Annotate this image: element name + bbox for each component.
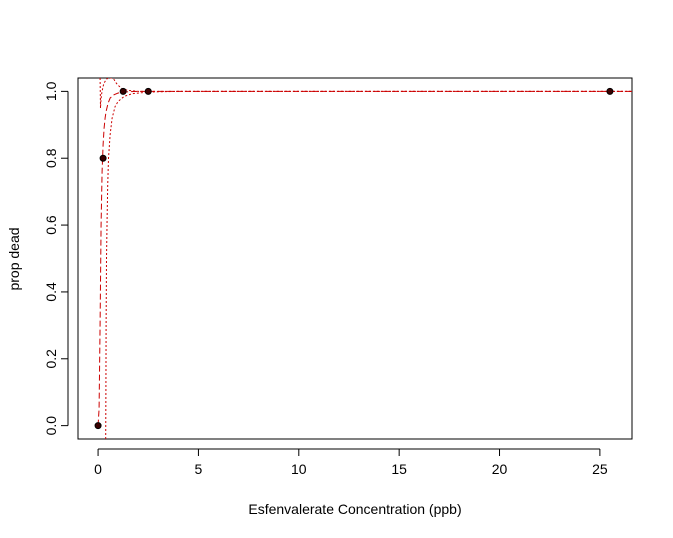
- plot-frame-box: [77, 77, 633, 440]
- fitted-curves: [97, 78, 632, 439]
- x-axis-label: Esfenvalerate Concentration (ppb): [248, 501, 461, 517]
- y-tick-label: 0.8: [43, 148, 59, 168]
- ci-upper-line: [99, 78, 632, 109]
- y-axis: 0.0 0.2 0.4 0.6 0.8 1.0: [43, 81, 69, 436]
- y-tick-label: 1.0: [43, 81, 59, 101]
- data-point: [144, 87, 152, 95]
- y-tick-label: 0.0: [43, 416, 59, 436]
- fit-line: [97, 90, 632, 426]
- x-tick-label: 25: [592, 461, 608, 477]
- y-tick-label: 0.2: [43, 349, 59, 369]
- y-tick-label: 0.6: [43, 215, 59, 235]
- x-tick-label: 20: [492, 461, 508, 477]
- x-tick-label: 5: [195, 461, 203, 477]
- x-tick-label: 0: [94, 461, 102, 477]
- ci-lower-line: [105, 90, 632, 439]
- data-point: [99, 154, 107, 162]
- data-points: [94, 87, 614, 430]
- data-point: [94, 422, 102, 430]
- plot-frame: [77, 77, 633, 440]
- y-axis-label: prop dead: [6, 227, 22, 290]
- data-point: [606, 87, 614, 95]
- x-tick-label: 10: [291, 461, 307, 477]
- data-point: [119, 87, 127, 95]
- y-tick-label: 0.4: [43, 282, 59, 302]
- x-axis: 0 5 10 15 20 25: [94, 448, 608, 477]
- x-tick-label: 15: [391, 461, 407, 477]
